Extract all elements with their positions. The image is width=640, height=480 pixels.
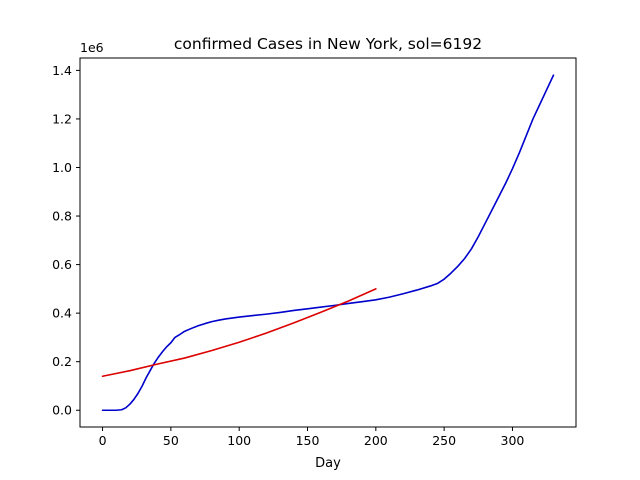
axes-frame bbox=[79, 57, 577, 428]
y-tick-label: 0.0 bbox=[52, 403, 72, 418]
series-layer bbox=[101, 74, 555, 412]
x-tick-label: 100 bbox=[227, 433, 251, 448]
y-tick-label: 0.6 bbox=[52, 257, 72, 272]
x-axis-title: Day bbox=[315, 456, 341, 471]
y-tick-label: 1.0 bbox=[52, 160, 72, 175]
x-axis: 0 50 100 150 200 250 300 bbox=[99, 427, 525, 448]
y-tick-label: 0.4 bbox=[52, 306, 72, 321]
x-tick-label: 300 bbox=[501, 433, 525, 448]
y-tick-label: 0.2 bbox=[52, 354, 72, 369]
plot-area: 0 50 100 150 200 250 300 0.0 0.2 0.4 0.6 0.8 1.0 1.2… bbox=[52, 57, 577, 448]
x-tick-label: 150 bbox=[296, 433, 320, 448]
y-offset-label: 1e6 bbox=[80, 40, 104, 55]
series-line-2 bbox=[101, 288, 377, 378]
y-tick-label: 1.4 bbox=[52, 63, 72, 78]
y-tick-label: 0.8 bbox=[52, 209, 72, 224]
x-tick-label: 200 bbox=[364, 433, 388, 448]
y-tick-label: 1.2 bbox=[52, 111, 72, 126]
x-tick-label: 50 bbox=[163, 433, 179, 448]
chart-title: confirmed Cases in New York, sol=6192 bbox=[174, 35, 482, 53]
series-line-1 bbox=[101, 74, 555, 412]
y-axis: 0.0 0.2 0.4 0.6 0.8 1.0 1.2 1.4 bbox=[52, 63, 80, 418]
x-tick-label: 0 bbox=[99, 433, 107, 448]
x-tick-label: 250 bbox=[432, 433, 456, 448]
